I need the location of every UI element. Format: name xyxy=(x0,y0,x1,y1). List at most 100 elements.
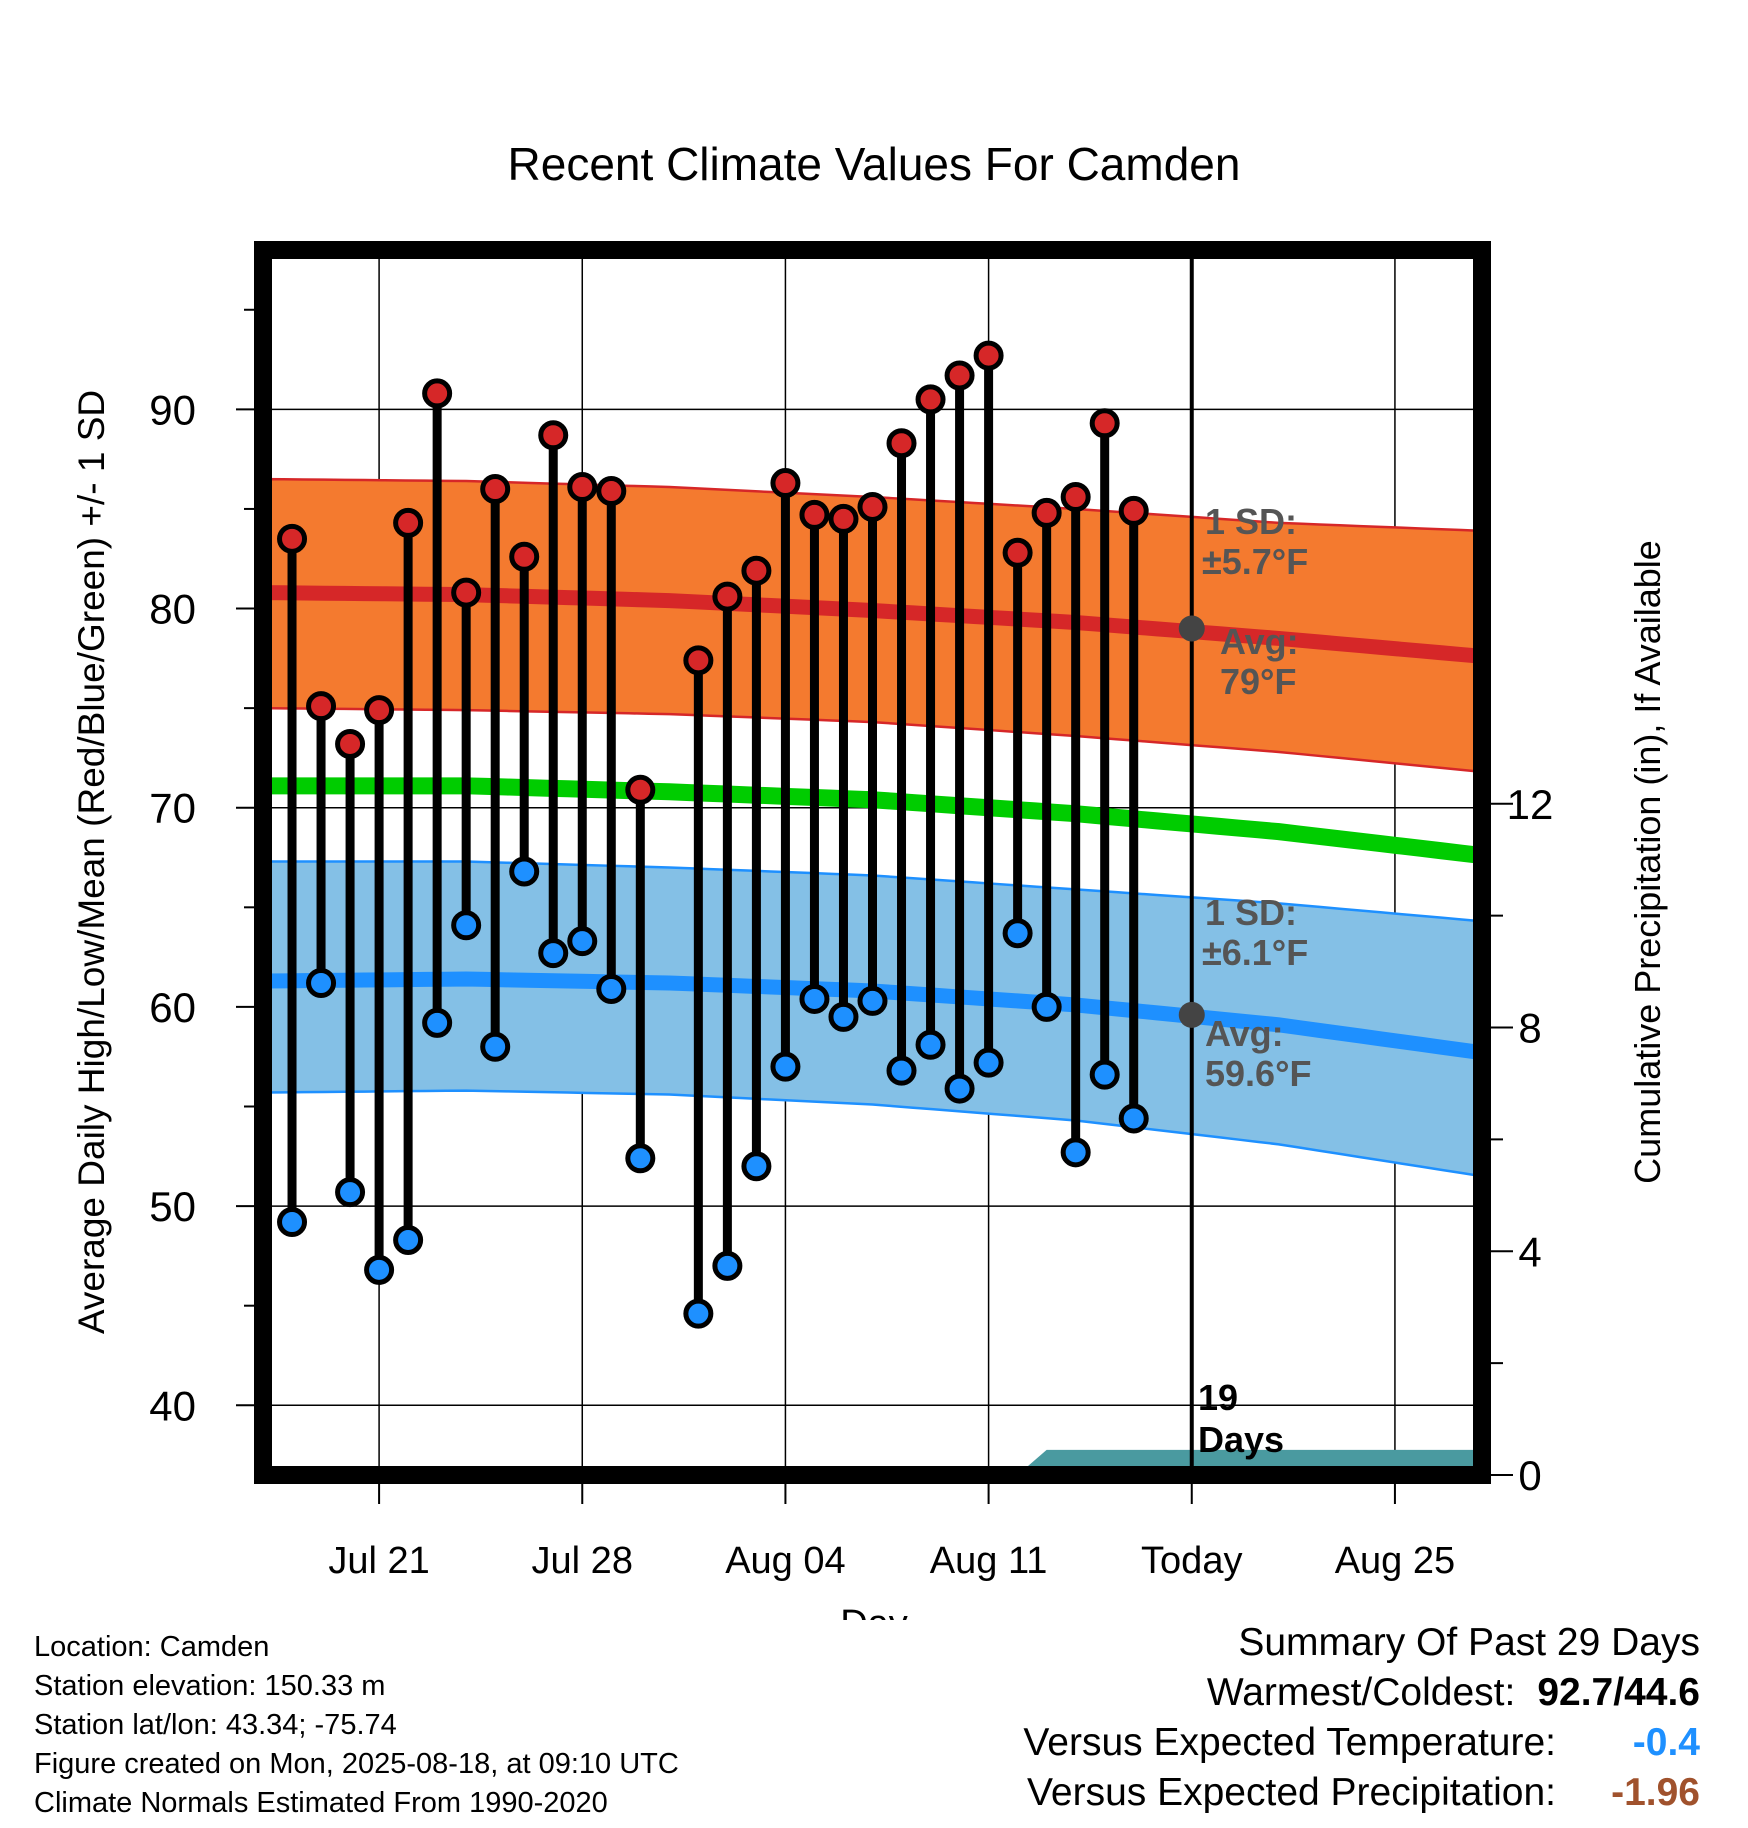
high-point xyxy=(451,577,482,608)
x-tick-label: Aug 25 xyxy=(1335,1540,1455,1582)
chart-title: Recent Climate Values For Camden xyxy=(508,138,1241,190)
precip-value: -1.96 xyxy=(1611,1771,1700,1814)
high-point xyxy=(1002,537,1033,568)
x-tick-label: Aug 11 xyxy=(930,1540,1048,1582)
low-point xyxy=(364,1254,395,1285)
days-label: Days xyxy=(1198,1419,1284,1460)
low-point xyxy=(567,926,598,957)
low-point xyxy=(857,985,888,1016)
low-point xyxy=(538,938,569,969)
low-point xyxy=(1031,991,1062,1022)
high-point xyxy=(277,523,308,554)
observations xyxy=(277,340,1149,1329)
today-low-avg-dot xyxy=(1178,1001,1205,1028)
high-point xyxy=(828,503,859,534)
y-tick-label: 80 xyxy=(149,586,196,633)
y-tick-label: 60 xyxy=(149,984,196,1031)
precip-label: Versus Expected Precipitation: xyxy=(1027,1771,1556,1814)
info-elevation: Station elevation: 150.33 m xyxy=(34,1670,386,1702)
high-sd-label: 1 SD: xyxy=(1205,501,1297,542)
low-point xyxy=(683,1298,714,1329)
low-sd-value: ±6.1°F xyxy=(1202,932,1308,973)
warm-cold-label: Warmest/Coldest: xyxy=(1206,1671,1516,1714)
high-point xyxy=(683,645,714,676)
low-point xyxy=(1002,918,1033,949)
warm-cold-value: 92.7/44.6 xyxy=(1537,1671,1700,1714)
low-point xyxy=(422,1007,453,1038)
summary-warm-cold: Warmest/Coldest: 92.7/44.6 xyxy=(1023,1668,1700,1718)
high-avg-value: 79°F xyxy=(1220,661,1296,702)
low-point xyxy=(335,1177,366,1208)
low-point xyxy=(944,1073,975,1104)
low-point xyxy=(480,1031,511,1062)
y2-tick-label: 12 xyxy=(1507,781,1554,828)
high-point xyxy=(770,468,801,499)
low-point xyxy=(915,1029,946,1060)
low-point xyxy=(1118,1103,1149,1134)
temp-value: -0.4 xyxy=(1632,1721,1700,1764)
high-point xyxy=(1089,408,1120,439)
low-point xyxy=(625,1143,656,1174)
high-sd-value: ±5.7°F xyxy=(1202,541,1308,582)
today-high-avg-dot xyxy=(1178,615,1205,642)
low-point xyxy=(741,1151,772,1182)
plot-frame xyxy=(254,241,1491,1484)
high-point xyxy=(973,340,1004,371)
high-avg-label: Avg: xyxy=(1220,621,1299,662)
low-point xyxy=(509,856,540,887)
days-number: 19 xyxy=(1198,1377,1238,1418)
x-tick-label: Jul 21 xyxy=(328,1540,429,1582)
low-point xyxy=(393,1224,424,1255)
temp-label: Versus Expected Temperature: xyxy=(1023,1721,1556,1764)
low-point xyxy=(451,910,482,941)
high-point xyxy=(306,691,337,722)
high-point xyxy=(567,472,598,503)
y2-tick-label: 8 xyxy=(1518,1005,1541,1052)
low-point xyxy=(306,968,337,999)
high-point xyxy=(393,507,424,538)
y2-axis-title: Cumulative Precipitation (in), If Availa… xyxy=(1627,540,1668,1184)
high-point xyxy=(944,360,975,391)
low-sd-label: 1 SD: xyxy=(1205,892,1297,933)
y-axis-title: Average Daily High/Low/Mean (Red/Blue/Gr… xyxy=(71,390,112,1334)
y-tick-label: 40 xyxy=(149,1382,196,1429)
summary-temp: Versus Expected Temperature: -0.4 xyxy=(1023,1718,1700,1768)
low-avg-value: 59.6°F xyxy=(1205,1053,1311,1094)
low-point xyxy=(799,983,830,1014)
station-info: Location: Camden Station elevation: 150.… xyxy=(34,1628,679,1823)
x-tick-label: Today xyxy=(1141,1540,1242,1582)
high-point xyxy=(741,555,772,586)
info-latlon: Station lat/lon: 43.34; -75.74 xyxy=(34,1709,397,1741)
high-point xyxy=(1031,497,1062,528)
high-point xyxy=(799,499,830,530)
high-point xyxy=(1060,481,1091,512)
high-point xyxy=(857,491,888,522)
x-tick-label: Jul 28 xyxy=(532,1540,633,1582)
low-point xyxy=(973,1047,1004,1078)
low-point xyxy=(770,1051,801,1082)
axes: 40 50 60 70 80 90 0 4 8 12 Jul 21 Jul 28 Aug 04 Aug 1… xyxy=(71,241,1668,1620)
summary-precip: Versus Expected Precipitation: -1.96 xyxy=(1023,1768,1700,1818)
low-point xyxy=(712,1250,743,1281)
y-tick-label: 90 xyxy=(149,386,196,433)
summary-title: Summary Of Past 29 Days xyxy=(1238,1621,1700,1664)
high-point xyxy=(538,420,569,451)
y2-tick-label: 4 xyxy=(1518,1228,1541,1275)
high-point xyxy=(422,378,453,409)
high-point xyxy=(596,476,627,507)
high-point xyxy=(712,581,743,612)
summary-panel: Summary Of Past 29 Days Warmest/Coldest:… xyxy=(1023,1618,1700,1818)
x-tick-label: Aug 04 xyxy=(725,1540,845,1582)
high-point xyxy=(886,428,917,459)
info-created: Figure created on Mon, 2025-08-18, at 09… xyxy=(34,1748,679,1780)
low-point xyxy=(596,973,627,1004)
climate-chart: Recent Climate Values For Camden 1 SD:±5… xyxy=(71,138,1668,1620)
y2-tick-label: 0 xyxy=(1518,1452,1541,1499)
info-location: Location: Camden xyxy=(34,1631,270,1663)
high-point xyxy=(364,695,395,726)
y-tick-label: 70 xyxy=(149,785,196,832)
low-point xyxy=(886,1055,917,1086)
low-avg-label: Avg: xyxy=(1205,1013,1284,1054)
x-axis-title: Day xyxy=(840,1603,908,1620)
